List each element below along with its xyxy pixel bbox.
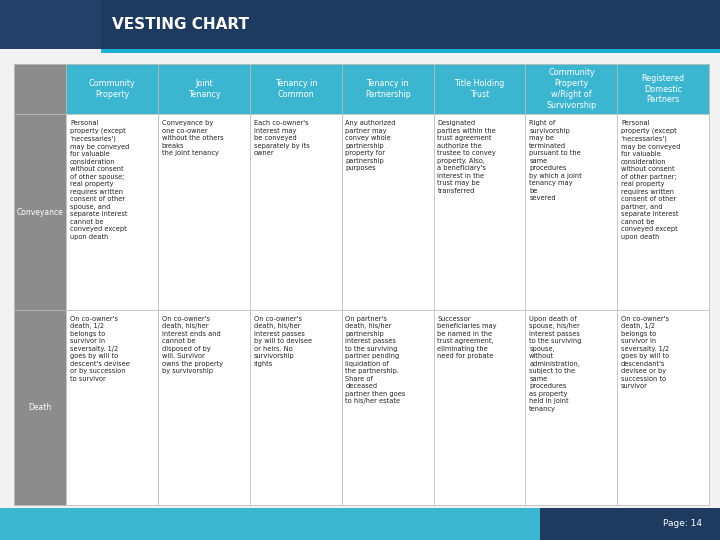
FancyBboxPatch shape — [433, 114, 526, 309]
Text: Each co-owner's
interest may
be conveyed
separately by its
owner: Each co-owner's interest may be conveyed… — [253, 120, 310, 156]
Text: On co-owner's
death, his/her
interest ends and
cannot be
disposed of by
will. Su: On co-owner's death, his/her interest en… — [162, 315, 223, 374]
FancyBboxPatch shape — [158, 64, 250, 114]
Text: Registered
Domestic
Partners: Registered Domestic Partners — [642, 74, 685, 104]
FancyBboxPatch shape — [66, 114, 158, 309]
Text: Designated
parties within the
trust agreement
authorize the
trustee to convey
pr: Designated parties within the trust agre… — [437, 120, 496, 194]
FancyBboxPatch shape — [0, 0, 101, 49]
Text: Title Holding
Trust: Title Holding Trust — [454, 79, 505, 99]
Text: Conveyance: Conveyance — [17, 207, 63, 217]
Text: Community
Property
w/Right of
Survivorship: Community Property w/Right of Survivorsh… — [546, 69, 596, 110]
FancyBboxPatch shape — [14, 64, 66, 114]
FancyBboxPatch shape — [14, 309, 66, 505]
FancyBboxPatch shape — [540, 508, 720, 540]
FancyBboxPatch shape — [342, 114, 433, 309]
Text: Community
Property: Community Property — [89, 79, 135, 99]
FancyBboxPatch shape — [158, 114, 250, 309]
FancyBboxPatch shape — [526, 309, 617, 505]
FancyBboxPatch shape — [14, 114, 66, 309]
FancyBboxPatch shape — [101, 49, 720, 53]
FancyBboxPatch shape — [433, 64, 526, 114]
Text: On co-owner's
death, 1/2
belongs to
survivor in
seversalty. 1/2
goes by will to
: On co-owner's death, 1/2 belongs to surv… — [621, 315, 670, 389]
Text: Conveyance by
one co-owner
without the others
breaks
the joint tenancy: Conveyance by one co-owner without the o… — [162, 120, 223, 156]
Text: Upon death of
spouse, his/her
interest passes
to the surviving
spouse,
without
a: Upon death of spouse, his/her interest p… — [529, 315, 582, 411]
Text: Right of
survivorship
may be
terminated
pursuant to the
same
procedures
by which: Right of survivorship may be terminated … — [529, 120, 582, 201]
Text: On co-owner's
death, his/her
interest passes
by will to devisee
or heirs. No
sur: On co-owner's death, his/her interest pa… — [253, 315, 312, 367]
FancyBboxPatch shape — [250, 64, 342, 114]
FancyBboxPatch shape — [66, 64, 158, 114]
FancyBboxPatch shape — [101, 0, 720, 49]
Text: Tenancy in
Partnership: Tenancy in Partnership — [365, 79, 410, 99]
Text: VESTING CHART: VESTING CHART — [112, 17, 248, 32]
Text: Personal
property (except
'necessaries')
may be conveyed
for valuable
considerat: Personal property (except 'necessaries')… — [621, 120, 680, 240]
Text: Death: Death — [29, 403, 52, 412]
FancyBboxPatch shape — [342, 309, 433, 505]
FancyBboxPatch shape — [14, 64, 709, 505]
FancyBboxPatch shape — [66, 309, 158, 505]
Text: On partner's
death, his/her
partnership
interest passes
to the surviving
partner: On partner's death, his/her partnership … — [346, 315, 406, 404]
FancyBboxPatch shape — [617, 309, 709, 505]
FancyBboxPatch shape — [158, 309, 250, 505]
FancyBboxPatch shape — [250, 114, 342, 309]
Text: Successor
beneficiaries may
be named in the
trust agreement,
eliminating the
nee: Successor beneficiaries may be named in … — [437, 315, 497, 359]
Text: Personal
property (except
'necessaries')
may be conveyed
for valuable
considerat: Personal property (except 'necessaries')… — [70, 120, 130, 240]
Text: Tenancy in
Common: Tenancy in Common — [275, 79, 317, 99]
FancyBboxPatch shape — [526, 64, 617, 114]
Text: On co-owner's
death, 1/2
belongs to
survivor in
seversalty. 1/2
goes by will to
: On co-owner's death, 1/2 belongs to surv… — [70, 315, 130, 382]
FancyBboxPatch shape — [526, 114, 617, 309]
FancyBboxPatch shape — [250, 309, 342, 505]
FancyBboxPatch shape — [617, 114, 709, 309]
FancyBboxPatch shape — [342, 64, 433, 114]
FancyBboxPatch shape — [0, 508, 540, 540]
FancyBboxPatch shape — [617, 64, 709, 114]
Text: Joint
Tenancy: Joint Tenancy — [188, 79, 220, 99]
Text: Any authorized
partner may
convey whole
partnership
property for
partnership
pur: Any authorized partner may convey whole … — [346, 120, 396, 171]
Text: Page: 14: Page: 14 — [663, 519, 702, 528]
FancyBboxPatch shape — [433, 309, 526, 505]
